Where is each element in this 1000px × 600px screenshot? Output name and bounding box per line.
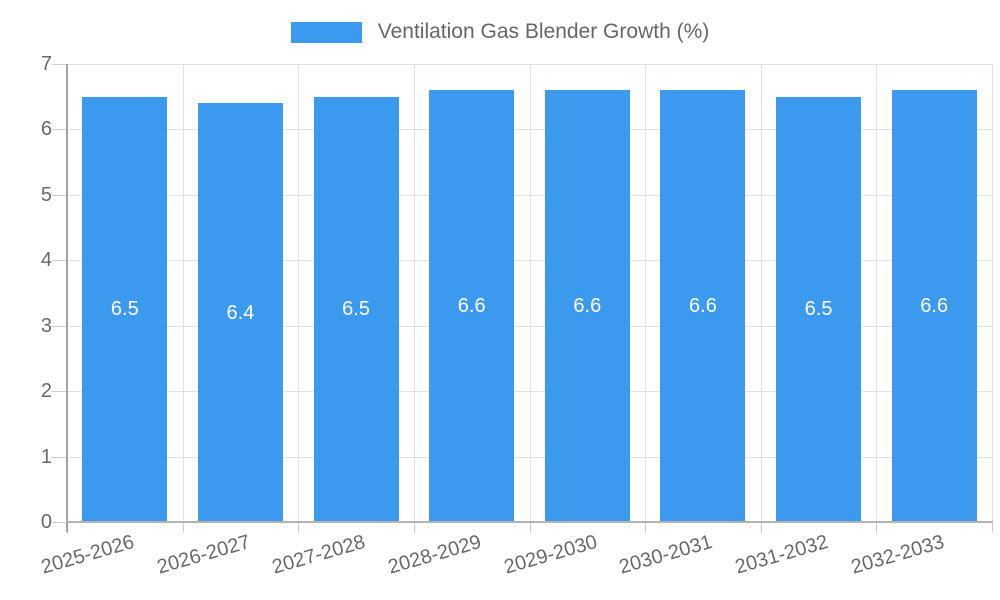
gridline-horizontal (67, 260, 992, 262)
bar-2031-2032 (776, 96, 862, 522)
bar-2026-2027 (197, 103, 283, 522)
gridline-vertical (414, 64, 415, 522)
y-axis-tick (52, 325, 66, 327)
y-axis-tick (52, 64, 66, 65)
bar-2025-2026 (82, 96, 168, 522)
y-axis-tick (52, 260, 66, 262)
x-axis-tick (530, 523, 531, 533)
gridline-horizontal (67, 64, 992, 65)
y-axis-tick-label: 7 (40, 53, 52, 75)
gridline-horizontal (67, 391, 992, 393)
x-axis-tick-label: 2032-2033 (848, 531, 947, 579)
bar-value-label: 6.6 (689, 295, 717, 318)
x-axis-tick-label: 2028-2029 (385, 531, 484, 579)
bar-2027-2028 (313, 96, 399, 522)
gridline-horizontal (67, 325, 992, 327)
y-axis-tick-label: 2 (40, 380, 52, 403)
bar-value-label: 6.6 (457, 295, 486, 318)
bar-value-label: 6.5 (342, 298, 370, 321)
bar-value-label: 6.5 (804, 298, 833, 321)
x-axis-tick-label: 2031-2032 (732, 531, 831, 579)
gridline-vertical (183, 64, 184, 522)
gridline-horizontal (67, 194, 992, 196)
gridline-vertical (530, 64, 531, 522)
x-axis-line (66, 521, 993, 523)
legend-label: Ventilation Gas Blender Growth (%) (377, 20, 710, 43)
gridline-horizontal (67, 129, 992, 131)
y-axis-tick (52, 129, 66, 131)
x-axis-tick-label: 2030-2031 (616, 531, 716, 579)
bar-2028-2029 (429, 90, 515, 522)
x-axis-tick (761, 523, 762, 533)
y-axis-tick-label: 0 (40, 511, 52, 533)
x-axis-tick-label: 2026-2027 (154, 531, 253, 579)
x-axis-tick (645, 523, 646, 533)
gridline-vertical (761, 64, 762, 522)
gridline-horizontal (67, 456, 992, 458)
y-axis-tick-label: 1 (40, 445, 52, 468)
y-axis-tick-label: 5 (40, 183, 52, 206)
y-axis-tick (52, 456, 66, 458)
bar-value-label: 6.6 (573, 295, 602, 318)
y-axis-tick-label: 3 (40, 314, 52, 337)
y-axis-line (66, 64, 68, 532)
plot-area: 6.5 6.4 6.5 6.6 6.6 6.6 6.5 6.6 (66, 64, 993, 532)
bar-value-label: 6.6 (920, 295, 949, 318)
x-axis-tick (67, 523, 68, 533)
gridline-vertical (645, 64, 646, 522)
bar-value-label: 6.4 (226, 301, 255, 324)
gridline-vertical (876, 64, 877, 522)
gridline-vertical (298, 64, 299, 522)
y-axis-tick (52, 391, 66, 393)
x-axis-tick-label: 2027-2028 (270, 531, 369, 579)
gridline-vertical (992, 64, 993, 522)
x-axis-tick (183, 523, 184, 533)
x-axis-tick (414, 523, 415, 533)
legend-swatch (290, 21, 362, 43)
x-axis-tick-label: 2029-2030 (501, 531, 600, 579)
bar-2029-2030 (544, 90, 630, 522)
bar-2032-2033 (891, 90, 977, 522)
bar-value-label: 6.5 (110, 298, 139, 321)
chart-legend[interactable]: Ventilation Gas Blender Growth (%) (0, 18, 1000, 46)
x-axis-tick (992, 523, 993, 533)
y-axis-tick (52, 522, 66, 523)
y-axis-tick (52, 194, 66, 196)
y-axis-tick-label: 6 (40, 118, 52, 141)
x-axis-tick (298, 523, 299, 533)
x-axis-tick-label: 2025-2026 (38, 531, 137, 579)
bar-2030-2031 (660, 90, 746, 522)
x-axis-tick (876, 523, 877, 533)
y-axis-tick-label: 4 (40, 249, 52, 272)
